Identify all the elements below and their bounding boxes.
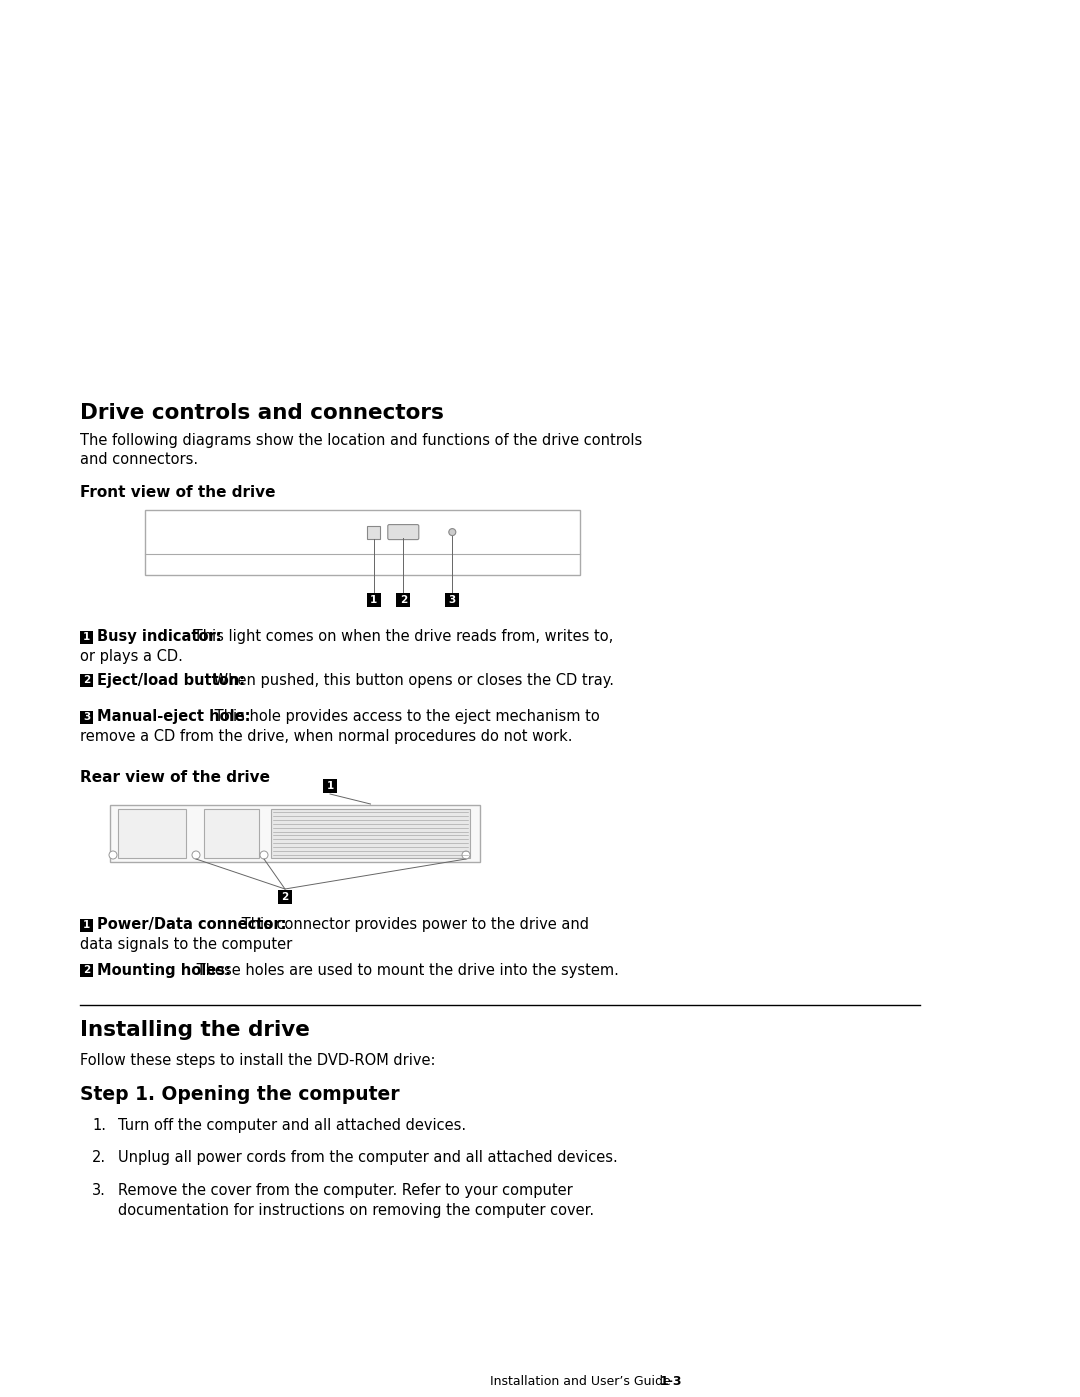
Text: 2: 2 <box>83 675 90 685</box>
FancyBboxPatch shape <box>388 525 419 539</box>
Text: Turn off the computer and all attached devices.: Turn off the computer and all attached d… <box>118 1118 467 1133</box>
Text: documentation for instructions on removing the computer cover.: documentation for instructions on removi… <box>118 1203 594 1218</box>
Text: Rear view of the drive: Rear view of the drive <box>80 770 270 785</box>
Text: When pushed, this button opens or closes the CD tray.: When pushed, this button opens or closes… <box>210 672 615 687</box>
Bar <box>271 809 470 858</box>
Text: The following diagrams show the location and functions of the drive controls: The following diagrams show the location… <box>80 433 643 448</box>
Circle shape <box>449 528 456 535</box>
Bar <box>80 630 93 644</box>
Text: 3: 3 <box>448 595 456 605</box>
Text: 1: 1 <box>326 781 334 791</box>
Bar <box>367 525 380 539</box>
Bar <box>80 711 93 724</box>
Bar <box>396 592 410 608</box>
Text: Mounting holes:: Mounting holes: <box>97 963 231 978</box>
Bar <box>445 592 459 608</box>
Text: Busy indicator:: Busy indicator: <box>97 630 221 644</box>
Bar <box>278 890 292 904</box>
Text: Eject/load button:: Eject/load button: <box>97 672 245 687</box>
Bar <box>323 780 337 793</box>
Text: 1: 1 <box>83 631 90 643</box>
Text: data signals to the computer: data signals to the computer <box>80 937 293 953</box>
Text: This connector provides power to the drive and: This connector provides power to the dri… <box>237 918 589 933</box>
Bar <box>80 964 93 977</box>
Text: Remove the cover from the computer. Refer to your computer: Remove the cover from the computer. Refe… <box>118 1183 572 1199</box>
Text: 2.: 2. <box>92 1150 106 1165</box>
Text: This light comes on when the drive reads from, writes to,: This light comes on when the drive reads… <box>189 630 613 644</box>
Circle shape <box>462 851 470 859</box>
Text: 1: 1 <box>370 595 377 605</box>
Text: 3: 3 <box>83 712 90 722</box>
Text: Step 1. Opening the computer: Step 1. Opening the computer <box>80 1085 400 1104</box>
Text: and connectors.: and connectors. <box>80 453 198 467</box>
Text: Manual-eject hole:: Manual-eject hole: <box>97 710 251 725</box>
Circle shape <box>260 851 268 859</box>
Text: This hole provides access to the eject mechanism to: This hole provides access to the eject m… <box>210 710 599 725</box>
Text: Installing the drive: Installing the drive <box>80 1020 310 1039</box>
Text: Follow these steps to install the DVD-ROM drive:: Follow these steps to install the DVD-RO… <box>80 1053 435 1067</box>
Text: 2: 2 <box>400 595 407 605</box>
Circle shape <box>192 851 200 859</box>
Text: Unplug all power cords from the computer and all attached devices.: Unplug all power cords from the computer… <box>118 1150 618 1165</box>
Bar <box>80 918 93 932</box>
Bar <box>80 673 93 686</box>
Text: 1-3: 1-3 <box>660 1375 683 1389</box>
Bar <box>145 510 580 576</box>
Text: 1.: 1. <box>92 1118 106 1133</box>
Text: Power/Data connector:: Power/Data connector: <box>97 918 286 933</box>
Bar <box>118 809 186 858</box>
Bar <box>367 592 381 608</box>
Bar <box>204 809 259 858</box>
Text: 1: 1 <box>83 921 90 930</box>
Circle shape <box>109 851 117 859</box>
Text: 2: 2 <box>282 893 288 902</box>
Text: Installation and User’s Guide: Installation and User’s Guide <box>490 1375 671 1389</box>
Bar <box>110 805 480 862</box>
Text: Drive controls and connectors: Drive controls and connectors <box>80 402 444 423</box>
Text: 2: 2 <box>83 965 90 975</box>
Text: These holes are used to mount the drive into the system.: These holes are used to mount the drive … <box>192 963 619 978</box>
Text: Front view of the drive: Front view of the drive <box>80 485 275 500</box>
Text: remove a CD from the drive, when normal procedures do not work.: remove a CD from the drive, when normal … <box>80 729 572 745</box>
Text: 3.: 3. <box>92 1183 106 1199</box>
Text: or plays a CD.: or plays a CD. <box>80 650 183 665</box>
